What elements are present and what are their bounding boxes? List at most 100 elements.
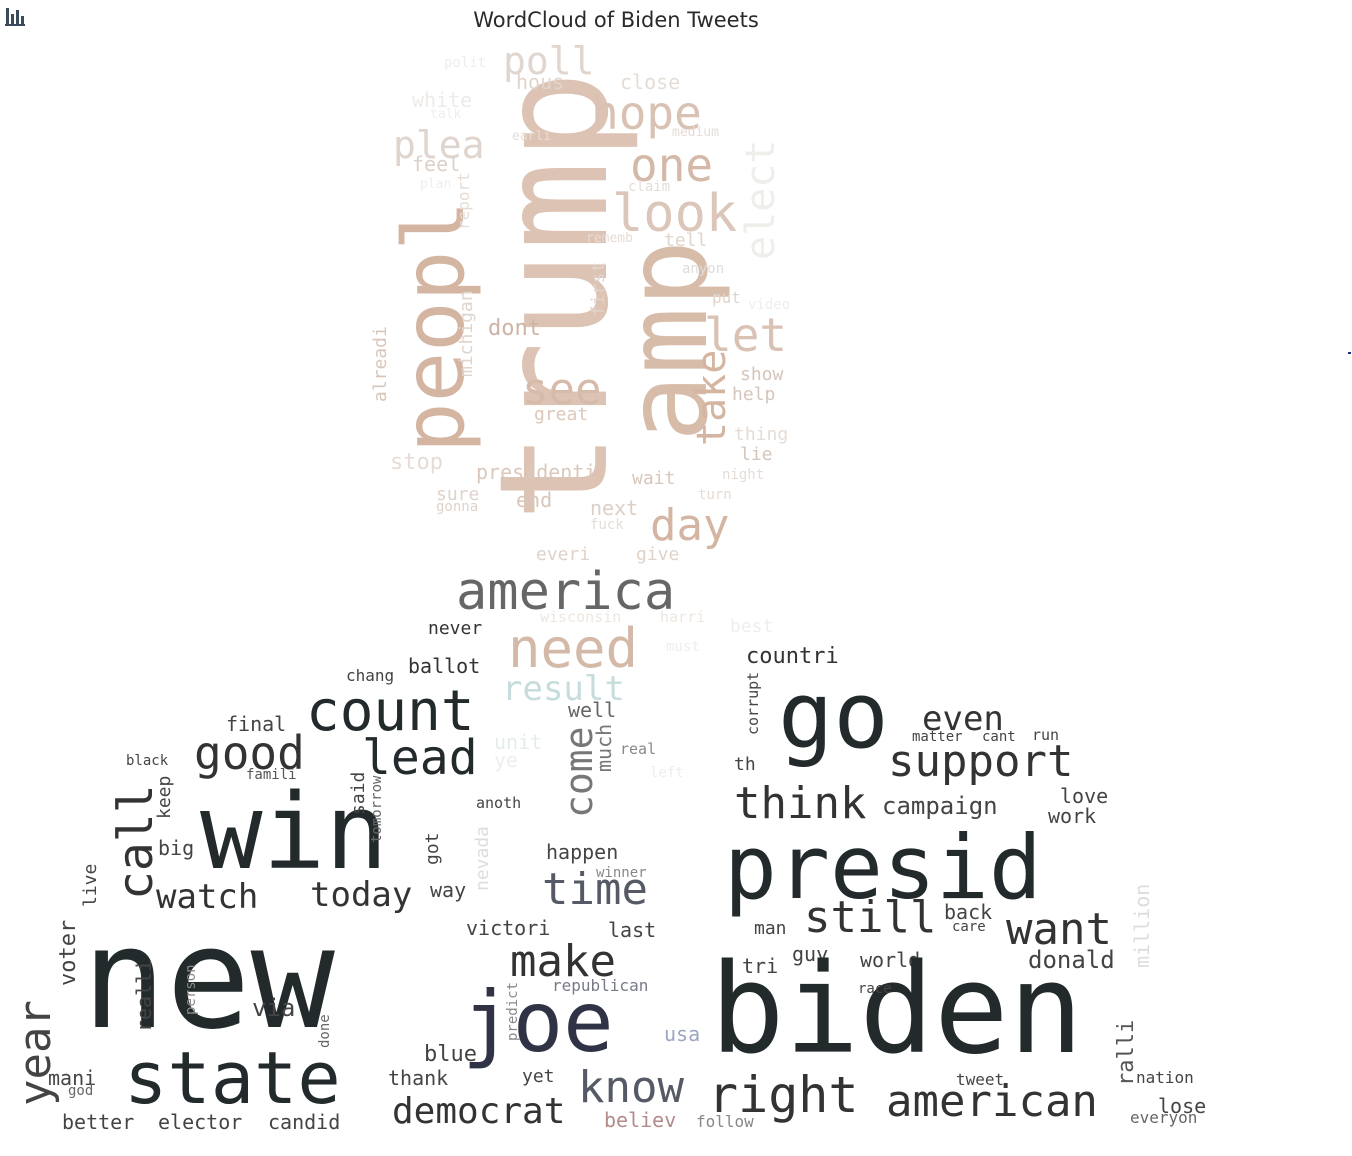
word-america: america bbox=[456, 562, 676, 622]
word-last: last bbox=[608, 918, 657, 942]
word-want: want bbox=[1006, 904, 1112, 955]
word-even: even bbox=[922, 699, 1004, 739]
word-everyon: everyon bbox=[1130, 1108, 1198, 1127]
word-lie: lie bbox=[740, 444, 773, 465]
word-dont: dont bbox=[488, 316, 541, 341]
word-work: work bbox=[1048, 804, 1097, 828]
word-nevada: nevada bbox=[472, 826, 493, 892]
word-still: still bbox=[804, 892, 937, 943]
word-love: love bbox=[1060, 784, 1109, 808]
word-lead: lead bbox=[362, 730, 478, 786]
word-realli: realli bbox=[132, 960, 156, 1033]
word-keep: keep bbox=[154, 776, 175, 820]
word-see: see bbox=[522, 364, 602, 415]
word-hous: hous bbox=[516, 70, 565, 94]
word-much: much bbox=[592, 724, 616, 773]
word-person: person bbox=[183, 964, 199, 1015]
word-run: run bbox=[1032, 726, 1060, 744]
word-result: result bbox=[502, 669, 625, 709]
word-let: let bbox=[704, 308, 788, 362]
word-man: man bbox=[754, 918, 787, 939]
word-tweet: tweet bbox=[956, 1070, 1005, 1089]
word-sure: sure bbox=[436, 484, 480, 505]
word-elect: elect bbox=[738, 140, 784, 261]
word-year: year bbox=[10, 1000, 61, 1106]
word-must: must bbox=[666, 639, 700, 655]
word-said: said bbox=[348, 772, 369, 816]
word-cant: cant bbox=[982, 729, 1016, 745]
word-make: make bbox=[510, 936, 616, 987]
word-happen: happen bbox=[546, 840, 619, 864]
word-voter: voter bbox=[56, 920, 81, 987]
word-joe: joe bbox=[462, 973, 614, 1071]
word-take: take bbox=[689, 350, 735, 447]
word-presid: presid bbox=[724, 816, 1042, 919]
word-black: black bbox=[126, 753, 169, 769]
word-poll: poll bbox=[503, 39, 595, 83]
word-feel: feel bbox=[412, 152, 461, 176]
word-first: first bbox=[588, 262, 609, 317]
dot-marker bbox=[1348, 352, 1351, 354]
word-need: need bbox=[508, 617, 639, 680]
word-video: video bbox=[748, 297, 791, 313]
word-yet: yet bbox=[522, 1066, 555, 1087]
word-know: know bbox=[578, 1062, 684, 1113]
word-th: th bbox=[734, 754, 756, 775]
word-plea: plea bbox=[393, 123, 485, 167]
word-democrat: democrat bbox=[392, 1091, 566, 1132]
word-count: count bbox=[306, 679, 475, 744]
word-ralli: ralli bbox=[1114, 1020, 1139, 1087]
word-countri: countri bbox=[746, 644, 839, 669]
word-presidenti: presidenti bbox=[476, 460, 597, 484]
word-michigan: michigan bbox=[456, 290, 477, 377]
word-support: support bbox=[888, 736, 1074, 787]
word-matter: matter bbox=[912, 729, 963, 745]
word-close: close bbox=[620, 70, 681, 94]
word-american: american bbox=[886, 1076, 1098, 1127]
word-believ: believ bbox=[604, 1108, 677, 1132]
bar-chart-icon[interactable] bbox=[4, 4, 26, 26]
word-show: show bbox=[740, 364, 784, 385]
word-stop: stop bbox=[390, 450, 443, 475]
word-unit: unit bbox=[494, 730, 543, 754]
word-biden: biden bbox=[710, 938, 1084, 1082]
word-follow: follow bbox=[696, 1112, 754, 1131]
word-end: end bbox=[516, 488, 553, 512]
word-never: never bbox=[428, 618, 483, 639]
word-help: help bbox=[732, 384, 776, 405]
word-one: one bbox=[630, 138, 714, 192]
word-fuck: fuck bbox=[590, 517, 624, 533]
word-donald: donald bbox=[1028, 946, 1115, 974]
word-real: real bbox=[620, 740, 657, 758]
word-guy: guy bbox=[792, 942, 829, 966]
word-call: call bbox=[108, 784, 164, 900]
word-hope: hope bbox=[591, 86, 702, 140]
word-big: big bbox=[158, 836, 195, 860]
chart-title: WordCloud of Biden Tweets bbox=[473, 8, 759, 32]
word-campaign: campaign bbox=[882, 792, 998, 820]
word-mani: mani bbox=[48, 1066, 97, 1090]
word-care: care bbox=[952, 919, 986, 935]
word-winner: winner bbox=[596, 865, 647, 881]
word-day: day bbox=[650, 500, 730, 551]
word-state: state bbox=[124, 1036, 341, 1120]
word-white: white bbox=[412, 88, 473, 112]
word-usa: usa bbox=[664, 1022, 701, 1046]
word-anyon: anyon bbox=[682, 261, 725, 277]
word-rememb: rememb bbox=[586, 231, 633, 246]
word-harri: harri bbox=[660, 608, 706, 626]
word-way: way bbox=[430, 878, 467, 902]
word-plan: plan bbox=[420, 177, 452, 192]
word-via: via bbox=[252, 994, 296, 1022]
word-corrupt: corrupt bbox=[744, 672, 762, 736]
word-tri: tri bbox=[742, 954, 779, 978]
word-left: left bbox=[650, 765, 684, 781]
word-night: night bbox=[722, 467, 765, 483]
word-elector: elector bbox=[158, 1110, 243, 1134]
word-god: god bbox=[68, 1083, 94, 1099]
word-victori: victori bbox=[466, 916, 551, 940]
word-world: world bbox=[860, 948, 921, 972]
word-watch: watch bbox=[156, 877, 259, 917]
word-win: win bbox=[200, 771, 388, 893]
